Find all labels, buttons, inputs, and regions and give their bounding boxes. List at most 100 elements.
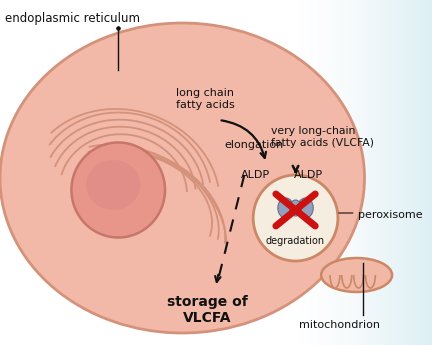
Bar xyxy=(314,0,315,345)
Bar xyxy=(417,0,418,345)
Bar xyxy=(421,0,422,345)
Ellipse shape xyxy=(0,23,364,333)
Bar xyxy=(357,0,359,345)
Text: ALDP: ALDP xyxy=(294,170,323,180)
Bar xyxy=(304,0,305,345)
Bar xyxy=(375,0,377,345)
Bar xyxy=(364,0,366,345)
Bar xyxy=(369,0,371,345)
Bar xyxy=(330,0,332,345)
Bar xyxy=(300,0,301,345)
Bar xyxy=(407,0,408,345)
Bar xyxy=(381,0,382,345)
Bar xyxy=(309,0,311,345)
Bar xyxy=(326,0,327,345)
Bar xyxy=(416,0,417,345)
Bar xyxy=(380,0,381,345)
Bar xyxy=(391,0,392,345)
Bar xyxy=(414,0,416,345)
Bar xyxy=(367,0,369,345)
Bar xyxy=(424,0,426,345)
Bar xyxy=(372,0,373,345)
Ellipse shape xyxy=(71,142,165,237)
Bar xyxy=(353,0,355,345)
Bar xyxy=(359,0,360,345)
Bar xyxy=(388,0,389,345)
Bar xyxy=(400,0,401,345)
Bar xyxy=(410,0,411,345)
Bar xyxy=(344,0,345,345)
Bar xyxy=(325,0,326,345)
Bar xyxy=(379,0,380,345)
Bar xyxy=(432,0,434,345)
Bar xyxy=(369,0,370,345)
Bar xyxy=(333,0,334,345)
Bar xyxy=(412,0,413,345)
Bar xyxy=(308,0,309,345)
Bar xyxy=(378,0,379,345)
Ellipse shape xyxy=(86,160,141,210)
Bar xyxy=(383,0,384,345)
Bar xyxy=(396,0,397,345)
Bar xyxy=(381,0,382,345)
Bar xyxy=(386,0,387,345)
Bar xyxy=(406,0,407,345)
Bar xyxy=(410,0,411,345)
Bar xyxy=(394,0,395,345)
Bar xyxy=(387,0,388,345)
Bar xyxy=(399,0,400,345)
Bar xyxy=(345,0,346,345)
Bar xyxy=(385,0,387,345)
Bar xyxy=(382,0,384,345)
Text: long chain
fatty acids: long chain fatty acids xyxy=(176,88,234,110)
Bar xyxy=(399,0,400,345)
Bar xyxy=(398,0,399,345)
Bar xyxy=(392,0,393,345)
Bar xyxy=(303,0,304,345)
Bar xyxy=(406,0,407,345)
Bar xyxy=(422,0,424,345)
Bar xyxy=(312,0,314,345)
Bar xyxy=(343,0,344,345)
Bar xyxy=(305,0,307,345)
Bar xyxy=(417,0,418,345)
Bar xyxy=(404,0,405,345)
Bar xyxy=(365,0,367,345)
Bar xyxy=(415,0,416,345)
Bar xyxy=(420,0,422,345)
Bar xyxy=(360,0,361,345)
Bar xyxy=(332,0,333,345)
Bar xyxy=(346,0,348,345)
Bar xyxy=(418,0,420,345)
Bar xyxy=(373,0,374,345)
Bar xyxy=(360,0,362,345)
Bar xyxy=(371,0,372,345)
Bar xyxy=(416,0,417,345)
Bar xyxy=(370,0,371,345)
Bar xyxy=(375,0,376,345)
Bar xyxy=(296,0,297,345)
Bar xyxy=(419,0,420,345)
Text: endoplasmic reticulum: endoplasmic reticulum xyxy=(5,12,140,25)
Bar xyxy=(311,0,312,345)
Bar xyxy=(385,0,386,345)
Bar xyxy=(318,0,319,345)
Bar xyxy=(398,0,399,345)
Text: degradation: degradation xyxy=(266,236,325,246)
Bar xyxy=(320,0,322,345)
Bar xyxy=(382,0,383,345)
Bar xyxy=(361,0,363,345)
Bar xyxy=(362,0,363,345)
Bar xyxy=(336,0,337,345)
Text: elongation: elongation xyxy=(225,140,284,150)
Bar xyxy=(323,0,325,345)
Bar xyxy=(378,0,380,345)
Bar xyxy=(395,0,396,345)
Bar xyxy=(392,0,393,345)
Bar xyxy=(374,0,375,345)
Bar xyxy=(426,0,427,345)
Ellipse shape xyxy=(278,198,293,218)
Text: mitochondrion: mitochondrion xyxy=(300,320,380,330)
Bar xyxy=(391,0,392,345)
Bar xyxy=(413,0,414,345)
